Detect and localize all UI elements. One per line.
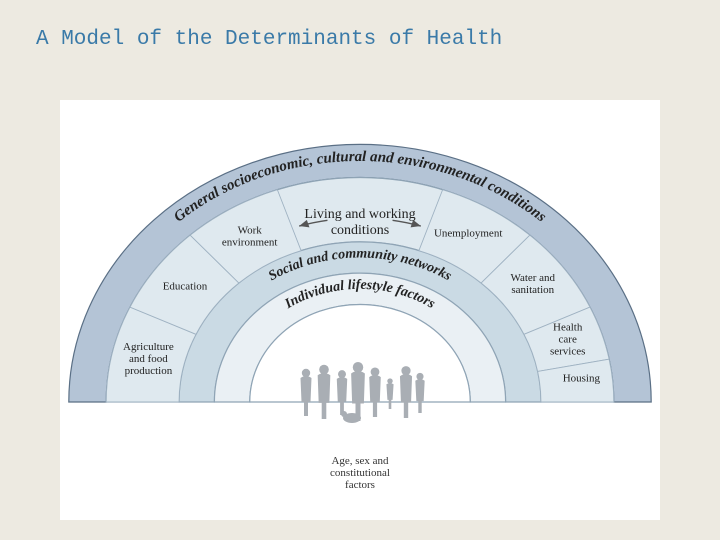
svg-text:Health: Health: [553, 321, 583, 333]
svg-text:Living and working: Living and working: [304, 207, 415, 222]
svg-text:care: care: [559, 333, 577, 345]
svg-text:Age, sex and: Age, sex and: [331, 455, 389, 467]
svg-text:Unemployment: Unemployment: [434, 227, 502, 239]
determinants-diagram: General socioeconomic, cultural and envi…: [60, 100, 660, 520]
page-title: A Model of the Determinants of Health: [0, 0, 720, 51]
svg-text:Education: Education: [163, 281, 208, 293]
svg-text:environment: environment: [222, 237, 278, 249]
svg-text:services: services: [550, 345, 585, 357]
svg-text:sanitation: sanitation: [511, 284, 554, 296]
diagram-container: General socioeconomic, cultural and envi…: [60, 100, 660, 520]
svg-text:factors: factors: [345, 479, 375, 491]
svg-text:production: production: [125, 365, 173, 377]
svg-text:Work: Work: [238, 225, 263, 237]
svg-text:Agriculture: Agriculture: [123, 341, 174, 353]
svg-text:and food: and food: [129, 353, 168, 365]
svg-text:constitutional: constitutional: [330, 467, 390, 479]
svg-text:Housing: Housing: [563, 372, 601, 384]
svg-text:conditions: conditions: [331, 223, 389, 238]
svg-text:Water and: Water and: [510, 272, 555, 284]
